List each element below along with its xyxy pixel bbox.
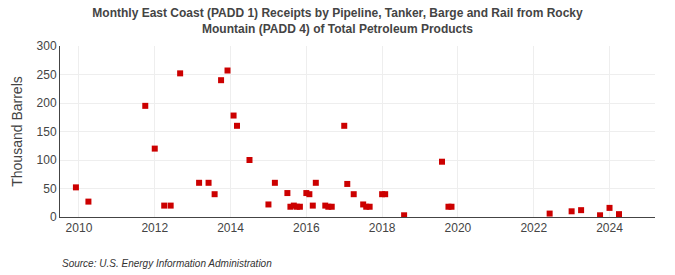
svg-text:2020: 2020 bbox=[445, 221, 472, 235]
svg-text:150: 150 bbox=[37, 125, 57, 139]
svg-text:50: 50 bbox=[43, 182, 57, 196]
svg-text:Monthly East Coast (PADD 1) Re: Monthly East Coast (PADD 1) Receipts by … bbox=[92, 6, 583, 36]
svg-text:2012: 2012 bbox=[141, 221, 168, 235]
svg-text:2024: 2024 bbox=[596, 221, 623, 235]
svg-text:100: 100 bbox=[37, 153, 57, 167]
svg-text:2022: 2022 bbox=[520, 221, 547, 235]
svg-text:0: 0 bbox=[50, 210, 57, 224]
svg-text:300: 300 bbox=[37, 39, 57, 53]
svg-text:Thousand Barrels: Thousand Barrels bbox=[9, 76, 25, 187]
svg-text:2016: 2016 bbox=[293, 221, 320, 235]
svg-text:250: 250 bbox=[37, 68, 57, 82]
svg-text:Source: U.S. Energy Informatio: Source: U.S. Energy Information Administ… bbox=[62, 258, 272, 269]
svg-text:2018: 2018 bbox=[369, 221, 396, 235]
svg-text:2014: 2014 bbox=[217, 221, 244, 235]
svg-text:2010: 2010 bbox=[66, 221, 93, 235]
svg-text:200: 200 bbox=[37, 96, 57, 110]
